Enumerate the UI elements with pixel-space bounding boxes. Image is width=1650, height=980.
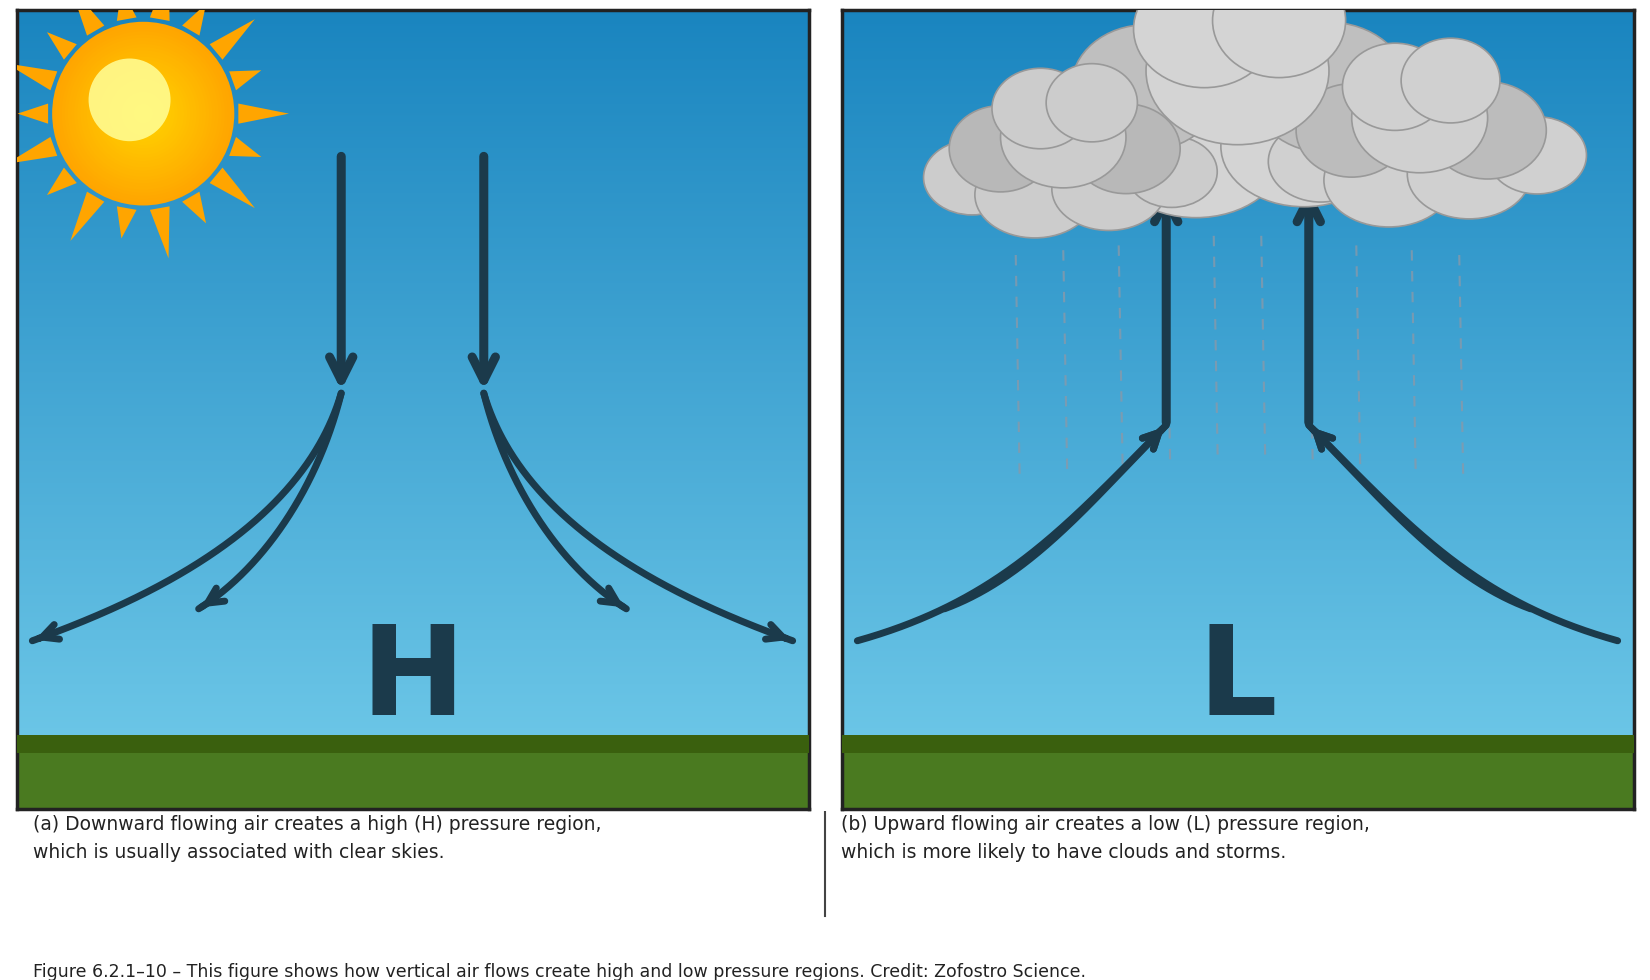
Polygon shape xyxy=(117,207,137,238)
Circle shape xyxy=(137,107,150,120)
Polygon shape xyxy=(150,0,170,21)
Bar xyxy=(16,735,808,753)
Text: L: L xyxy=(1198,620,1277,741)
Ellipse shape xyxy=(1488,117,1586,194)
Ellipse shape xyxy=(1401,38,1500,122)
Polygon shape xyxy=(117,0,137,21)
Circle shape xyxy=(119,88,168,139)
Ellipse shape xyxy=(975,152,1094,238)
Polygon shape xyxy=(7,137,58,164)
Ellipse shape xyxy=(1125,136,1218,208)
Circle shape xyxy=(64,34,221,193)
Circle shape xyxy=(102,73,185,155)
Circle shape xyxy=(56,24,231,202)
Ellipse shape xyxy=(1134,0,1275,87)
Circle shape xyxy=(120,91,165,136)
Bar xyxy=(842,735,1634,753)
Ellipse shape xyxy=(1221,86,1388,207)
Circle shape xyxy=(134,104,153,123)
Circle shape xyxy=(127,98,158,129)
Circle shape xyxy=(89,60,196,168)
Ellipse shape xyxy=(1343,43,1447,130)
Ellipse shape xyxy=(1269,122,1373,202)
Ellipse shape xyxy=(1213,0,1346,77)
Polygon shape xyxy=(229,71,261,90)
Bar xyxy=(842,741,1634,808)
Circle shape xyxy=(58,28,228,199)
Circle shape xyxy=(68,37,218,190)
Circle shape xyxy=(87,57,200,171)
Polygon shape xyxy=(210,20,254,60)
Text: H: H xyxy=(360,620,465,741)
Ellipse shape xyxy=(924,140,1020,215)
Text: (a) Downward flowing air creates a high (H) pressure region,
which is usually as: (a) Downward flowing air creates a high … xyxy=(33,814,601,861)
Ellipse shape xyxy=(1147,0,1328,145)
Circle shape xyxy=(130,101,155,126)
Circle shape xyxy=(106,75,182,152)
Circle shape xyxy=(92,63,193,165)
Ellipse shape xyxy=(949,106,1051,192)
Circle shape xyxy=(140,111,147,117)
Text: Figure 6.2.1–10 – This figure shows how vertical air flows create high and low p: Figure 6.2.1–10 – This figure shows how … xyxy=(33,963,1086,980)
Circle shape xyxy=(74,44,213,183)
Circle shape xyxy=(89,59,170,141)
Text: (b) Upward flowing air creates a low (L) pressure region,
which is more likely t: (b) Upward flowing air creates a low (L)… xyxy=(842,814,1370,861)
Circle shape xyxy=(99,70,186,158)
Ellipse shape xyxy=(1407,129,1531,219)
Polygon shape xyxy=(46,32,78,60)
Polygon shape xyxy=(229,137,261,157)
Polygon shape xyxy=(210,168,254,208)
Polygon shape xyxy=(238,104,289,123)
Polygon shape xyxy=(71,192,104,241)
Bar xyxy=(16,741,808,808)
Ellipse shape xyxy=(1351,63,1488,172)
Ellipse shape xyxy=(1109,92,1284,218)
Polygon shape xyxy=(18,104,48,123)
Circle shape xyxy=(116,85,172,142)
Ellipse shape xyxy=(1429,81,1546,179)
Circle shape xyxy=(109,78,178,149)
Ellipse shape xyxy=(1328,70,1462,173)
Ellipse shape xyxy=(1251,23,1407,153)
Ellipse shape xyxy=(1051,148,1167,230)
Circle shape xyxy=(53,22,234,206)
Ellipse shape xyxy=(1323,133,1454,227)
Circle shape xyxy=(124,95,162,132)
Ellipse shape xyxy=(992,69,1089,149)
Circle shape xyxy=(71,41,216,186)
Circle shape xyxy=(81,50,206,177)
Ellipse shape xyxy=(1072,104,1180,194)
Polygon shape xyxy=(46,168,78,195)
Polygon shape xyxy=(150,207,170,259)
Polygon shape xyxy=(7,64,58,90)
Ellipse shape xyxy=(1035,75,1175,184)
Ellipse shape xyxy=(1046,64,1137,142)
Circle shape xyxy=(78,47,210,180)
Ellipse shape xyxy=(1297,83,1407,177)
Circle shape xyxy=(61,31,224,196)
Circle shape xyxy=(112,82,175,145)
Polygon shape xyxy=(182,4,206,35)
Polygon shape xyxy=(71,0,104,35)
Polygon shape xyxy=(182,192,206,223)
Circle shape xyxy=(96,66,190,161)
Ellipse shape xyxy=(1000,86,1125,188)
Ellipse shape xyxy=(1071,24,1221,151)
Circle shape xyxy=(84,54,203,173)
